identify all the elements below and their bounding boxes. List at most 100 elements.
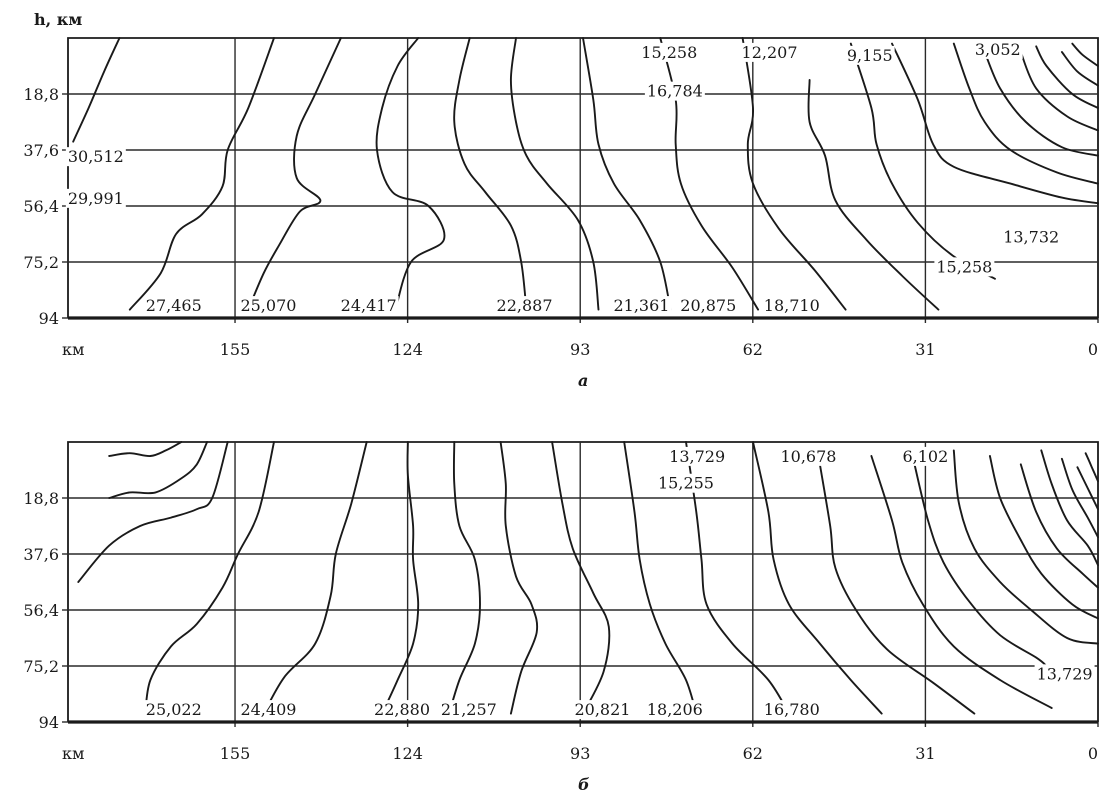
contour-value-label: 16,784 bbox=[647, 82, 703, 101]
contour-value-label: 13,729 bbox=[669, 447, 725, 466]
contour-value-label: 27,465 bbox=[146, 296, 202, 315]
y-tick-label: 18,8 bbox=[23, 489, 59, 508]
y-tick-label: 37,6 bbox=[23, 545, 59, 564]
contour-label-halo bbox=[739, 42, 800, 62]
isoline bbox=[1019, 51, 1099, 132]
contour-value-label: 18,206 bbox=[647, 700, 703, 719]
contour-label-halo bbox=[761, 296, 822, 316]
contour-label-halo bbox=[372, 700, 433, 720]
isoline bbox=[623, 441, 698, 715]
y-tick-label: 37,6 bbox=[23, 141, 59, 160]
contour-label-halo bbox=[143, 700, 204, 720]
isoline bbox=[891, 42, 1099, 205]
y-tick-label: 56,4 bbox=[23, 601, 59, 620]
contour-label-halo bbox=[900, 446, 951, 466]
x-axis-unit-label: км bbox=[62, 744, 84, 763]
isoline bbox=[1019, 463, 1099, 589]
contour-label-halo bbox=[572, 700, 633, 720]
panel-label-a: а bbox=[578, 371, 588, 390]
isoline bbox=[551, 441, 611, 715]
isoline bbox=[1035, 45, 1099, 109]
panel-label-b: б bbox=[578, 775, 590, 794]
contour-value-label: 3,052 bbox=[975, 40, 1021, 59]
isoline bbox=[911, 455, 1048, 667]
isoline bbox=[983, 51, 1099, 157]
contour-label-halo bbox=[65, 147, 126, 167]
isoline bbox=[849, 42, 996, 280]
isoline bbox=[952, 42, 1099, 185]
contour-label-halo bbox=[438, 700, 499, 720]
isoline bbox=[499, 441, 539, 715]
isoline bbox=[262, 441, 368, 715]
isoline bbox=[870, 455, 1053, 709]
plot-panel-b: 18,8 37,6 56,4 75,2 94 155 124 93 62 31 0 км 6,102 10… bbox=[23, 441, 1099, 763]
y-axis-label: h, км bbox=[34, 10, 82, 29]
contour-label-halo bbox=[1034, 664, 1095, 684]
x-axis-unit-label: км bbox=[62, 340, 84, 359]
isoline bbox=[453, 37, 528, 311]
y-tick-label: 94 bbox=[39, 713, 59, 732]
contour-value-label: 30,512 bbox=[68, 147, 124, 166]
x-tick-label: 0 bbox=[1088, 744, 1098, 763]
contour-value-label: 15,258 bbox=[641, 43, 697, 62]
x-tick-label: 31 bbox=[915, 744, 935, 763]
x-tick-label: 62 bbox=[743, 340, 763, 359]
x-tick-label: 62 bbox=[743, 744, 763, 763]
isoline bbox=[1060, 51, 1099, 87]
isoline bbox=[807, 79, 940, 311]
x-tick-label: 124 bbox=[392, 744, 423, 763]
contour-label-halo bbox=[934, 257, 995, 277]
y-tick-label: 56,4 bbox=[23, 197, 59, 216]
contour-value-label: 21,361 bbox=[613, 296, 669, 315]
isoline bbox=[1040, 449, 1099, 567]
x-tick-label: 0 bbox=[1088, 340, 1098, 359]
contour-value-label: 13,729 bbox=[1037, 664, 1093, 683]
contour-value-label: 10,678 bbox=[780, 447, 836, 466]
contour-value-label: 20,821 bbox=[574, 700, 630, 719]
isoline bbox=[988, 455, 1099, 620]
x-tick-label: 155 bbox=[220, 340, 251, 359]
contour-value-label: 24,409 bbox=[240, 700, 296, 719]
isoline bbox=[685, 441, 790, 715]
plot-frame bbox=[67, 441, 1099, 722]
contour-label-halo bbox=[761, 700, 822, 720]
contour-label-halo bbox=[1001, 227, 1062, 247]
isoline bbox=[509, 37, 600, 311]
y-tick-label: 18,8 bbox=[23, 85, 59, 104]
contour-label-halo bbox=[667, 446, 728, 466]
contour-value-label: 22,887 bbox=[497, 296, 553, 315]
isoline bbox=[77, 441, 229, 583]
contour-value-label: 20,875 bbox=[680, 296, 736, 315]
contour-value-label: 15,258 bbox=[936, 257, 992, 276]
contour-value-label: 13,732 bbox=[1003, 228, 1059, 247]
isoline bbox=[1071, 42, 1099, 67]
contour-value-label: 9,155 bbox=[847, 46, 893, 65]
y-tick-label: 75,2 bbox=[23, 253, 59, 272]
x-tick-label: 155 bbox=[220, 744, 251, 763]
isoline bbox=[128, 37, 275, 311]
isoline bbox=[659, 37, 760, 311]
isoline bbox=[108, 441, 183, 457]
contour-value-label: 15,255 bbox=[658, 474, 714, 493]
isoline bbox=[952, 449, 1099, 645]
x-tick-label: 31 bbox=[915, 340, 935, 359]
x-tick-label: 93 bbox=[570, 744, 590, 763]
isoline bbox=[381, 441, 420, 715]
contour-label-halo bbox=[972, 39, 1023, 59]
contour-label-halo bbox=[656, 473, 716, 493]
plot-panel-a: 18,8 37,6 56,4 75,2 94 155 124 93 62 31 0 км 3,052 9,… bbox=[23, 37, 1099, 359]
contour-label-halo bbox=[238, 296, 299, 316]
contour-value-label: 24,417 bbox=[341, 296, 397, 315]
contour-value-label: 18,710 bbox=[764, 296, 820, 315]
contour-value-label: 25,070 bbox=[240, 296, 296, 315]
contour-label-halo bbox=[644, 81, 705, 101]
isoline bbox=[752, 441, 883, 715]
contour-label-halo bbox=[778, 446, 839, 466]
isoline bbox=[1084, 452, 1099, 483]
isoline bbox=[448, 441, 481, 715]
contour-value-label: 21,257 bbox=[441, 700, 497, 719]
contour-label-halo bbox=[611, 296, 672, 316]
x-tick-label: 93 bbox=[570, 340, 590, 359]
contour-label-halo bbox=[644, 700, 705, 720]
